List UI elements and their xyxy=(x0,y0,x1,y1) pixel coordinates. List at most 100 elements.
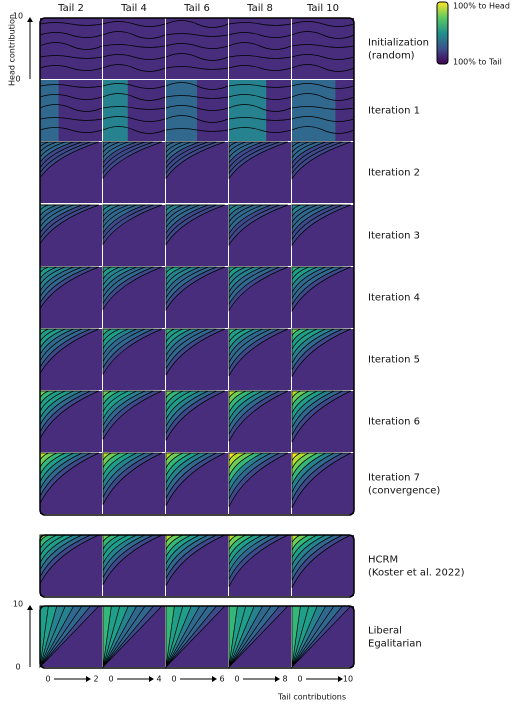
contour-region xyxy=(291,328,309,343)
contour-region xyxy=(165,204,183,218)
contour-region xyxy=(165,266,183,281)
contour-region xyxy=(102,390,112,399)
arrow-head xyxy=(86,676,91,682)
row-label: Liberal xyxy=(368,626,402,637)
contour-region xyxy=(228,204,246,218)
contour xyxy=(165,43,229,49)
contour-region xyxy=(165,141,175,149)
contour xyxy=(165,33,229,37)
row-label: HCRM xyxy=(368,555,398,566)
contour xyxy=(291,31,355,39)
row-label: Iteration 3 xyxy=(368,231,420,242)
contour xyxy=(228,42,292,50)
contour xyxy=(39,32,103,38)
contour-region xyxy=(291,204,309,218)
column-header: Tail 8 xyxy=(246,3,273,14)
contour xyxy=(291,44,355,48)
column-header: Tail 4 xyxy=(120,3,147,14)
cell-band xyxy=(166,80,197,141)
contour xyxy=(228,22,292,26)
contour-region xyxy=(165,328,183,343)
column-header: Tail 6 xyxy=(183,3,210,14)
contour-region xyxy=(291,266,309,281)
legend-top: 100% to Head xyxy=(453,2,510,11)
contour-region xyxy=(291,452,301,461)
contour xyxy=(291,54,355,60)
contour xyxy=(165,105,229,111)
arrow-head xyxy=(212,676,217,682)
x-axis-label: Tail contributions xyxy=(277,693,346,702)
contour xyxy=(165,95,229,99)
panel-frame xyxy=(39,534,355,598)
contour xyxy=(228,84,292,88)
contour xyxy=(228,127,292,133)
contour-region xyxy=(228,452,238,461)
contour-region xyxy=(291,328,301,336)
contour-region xyxy=(165,452,175,461)
x-tick-label: 2 xyxy=(93,675,98,684)
cell-bg xyxy=(292,18,354,79)
row-label: Iteration 4 xyxy=(368,293,420,304)
x-tick-label: 0 xyxy=(171,675,176,684)
x-tick-label: 6 xyxy=(219,675,224,684)
contour xyxy=(291,126,355,134)
contour-region xyxy=(102,328,120,343)
cell-bg xyxy=(103,18,165,79)
arrow-head xyxy=(149,676,154,682)
contour-region xyxy=(228,141,238,149)
row-label: Iteration 1 xyxy=(368,106,420,117)
column-header: Tail 2 xyxy=(57,3,84,14)
contour xyxy=(102,116,166,122)
contour-region xyxy=(102,452,112,461)
contour xyxy=(102,31,166,39)
contour xyxy=(291,21,355,27)
y-tick-label: 0 xyxy=(15,663,20,672)
row-label: (Koster et al. 2022) xyxy=(368,568,465,579)
contour xyxy=(102,44,166,48)
colorbar xyxy=(436,1,449,65)
arrow-head xyxy=(27,605,33,610)
contour-region xyxy=(102,266,112,275)
cell-band xyxy=(40,80,59,141)
contour xyxy=(39,117,103,121)
x-tick-label: 0 xyxy=(297,675,302,684)
contour xyxy=(228,65,292,71)
contour-region xyxy=(165,141,183,154)
contour-region xyxy=(165,266,175,275)
x-tick-label: 10 xyxy=(343,675,353,684)
arrow-head xyxy=(338,676,343,682)
row-label: (random) xyxy=(368,51,415,62)
x-tick-label: 8 xyxy=(282,675,287,684)
cell-bg xyxy=(229,18,291,79)
contour xyxy=(291,116,355,122)
contour xyxy=(291,83,355,89)
contour xyxy=(102,54,166,60)
contour-region xyxy=(165,328,175,336)
row-label: Iteration 6 xyxy=(368,417,420,428)
contour xyxy=(165,82,229,90)
contour xyxy=(102,21,166,27)
contour xyxy=(228,55,292,59)
contour-region xyxy=(102,204,120,218)
y-tick-label: 10 xyxy=(13,600,23,609)
contour-region xyxy=(102,452,120,468)
contour xyxy=(228,94,292,100)
x-tick-label: 0 xyxy=(45,675,50,684)
contour-region xyxy=(102,204,112,212)
row-label: Egalitarian xyxy=(368,639,422,650)
contour xyxy=(165,20,229,28)
contour xyxy=(291,64,355,72)
contour-region xyxy=(291,266,301,275)
contour-region xyxy=(102,328,112,336)
cell-band xyxy=(292,80,336,141)
contour-region xyxy=(291,141,309,154)
contour-region xyxy=(165,452,183,469)
contour-region xyxy=(228,266,238,275)
contour xyxy=(39,65,103,71)
contour-region xyxy=(291,204,301,212)
cell-band xyxy=(103,80,128,141)
contour xyxy=(165,128,229,132)
contour xyxy=(228,104,292,112)
contour-region xyxy=(228,204,238,212)
x-tick-label: 0 xyxy=(108,675,113,684)
